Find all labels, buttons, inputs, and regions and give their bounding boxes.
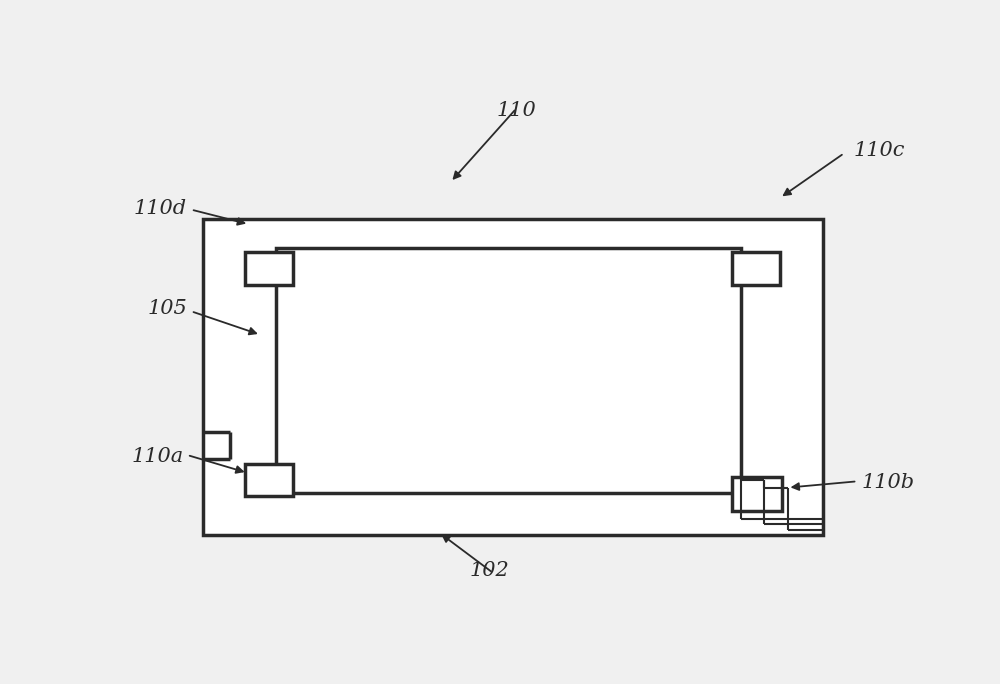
Text: 110b: 110b [861,473,914,492]
Text: 102: 102 [469,561,509,580]
Text: 110a: 110a [132,447,184,466]
Bar [202,219,822,535]
Bar [732,252,780,285]
Bar [245,252,293,285]
Text: 110: 110 [496,101,536,120]
Text: 105: 105 [147,299,187,318]
Bar [245,464,293,495]
Bar [276,248,741,493]
Text: 110d: 110d [134,199,187,218]
Text: 110c: 110c [854,141,905,160]
Bar [732,477,782,512]
